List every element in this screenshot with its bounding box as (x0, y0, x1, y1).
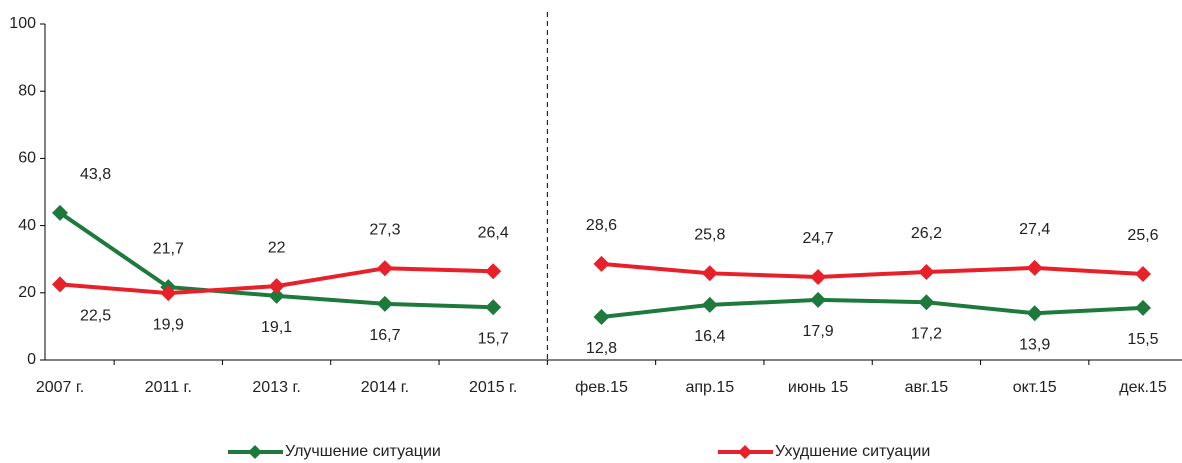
point (593, 308, 610, 325)
data-label: 27,4 (1019, 221, 1050, 238)
data-label: 28,6 (586, 217, 617, 234)
y-tick-label: 100 (9, 15, 36, 32)
x-tick-label: 2013 г. (252, 379, 300, 396)
point (593, 255, 610, 272)
data-label: 25,8 (694, 227, 725, 244)
x-tick-label: дек.15 (1119, 379, 1167, 396)
point (701, 296, 718, 313)
point (810, 269, 827, 286)
y-tick-label: 0 (27, 351, 36, 368)
data-label: 22 (268, 239, 286, 256)
data-label: 27,3 (369, 221, 400, 238)
point (1135, 299, 1151, 316)
data-label: 25,6 (1127, 227, 1158, 244)
data-label: 17,2 (911, 325, 942, 342)
data-label: 43,8 (80, 166, 111, 183)
x-tick-label: июнь 15 (788, 379, 848, 396)
data-label: 13,9 (1019, 337, 1050, 354)
legend-label: Улучшение ситуации (285, 443, 441, 460)
data-label: 24,7 (803, 230, 834, 247)
legend-label: Ухудшение ситуации (775, 443, 930, 460)
x-tick-label: авг.15 (905, 379, 949, 396)
point (1026, 305, 1043, 322)
point (701, 265, 718, 282)
y-tick-label: 60 (18, 150, 36, 167)
x-tick-label: 2007 г. (36, 379, 84, 396)
series-line (601, 261, 1144, 280)
data-label: 22,5 (80, 308, 111, 325)
point (268, 278, 285, 295)
legend-marker (738, 445, 752, 459)
series-line (601, 297, 1144, 319)
point (1026, 259, 1043, 276)
point (52, 204, 68, 221)
point (1135, 265, 1151, 282)
point (485, 299, 502, 316)
point (160, 285, 177, 302)
data-label: 26,4 (478, 225, 509, 242)
data-label: 19,9 (153, 316, 184, 333)
point (52, 276, 68, 293)
x-tick-label: 2011 г. (145, 379, 192, 396)
y-tick-label: 40 (18, 217, 36, 234)
point (810, 291, 827, 308)
y-tick-label: 20 (18, 284, 36, 301)
point (268, 287, 285, 304)
data-label: 26,2 (911, 225, 942, 242)
x-tick-label: 2015 г. (469, 379, 517, 396)
point (485, 263, 502, 280)
x-tick-label: апр.15 (685, 379, 734, 396)
x-tick-label: 2014 г. (361, 379, 409, 396)
data-label: 17,9 (803, 323, 834, 340)
x-tick-label: окт.15 (1013, 379, 1057, 396)
data-label: 12,8 (586, 340, 617, 357)
point (376, 295, 393, 312)
y-tick-label: 80 (18, 82, 36, 99)
data-label: 15,7 (478, 330, 509, 347)
data-label: 16,7 (369, 327, 400, 344)
point (918, 263, 935, 280)
point (918, 294, 935, 311)
data-label: 21,7 (153, 240, 184, 257)
x-tick-label: фев.15 (575, 379, 628, 396)
legend-marker (248, 445, 262, 459)
data-label: 15,5 (1127, 331, 1158, 348)
point (376, 260, 393, 277)
data-label: 19,1 (261, 319, 292, 336)
data-label: 16,4 (694, 328, 725, 345)
